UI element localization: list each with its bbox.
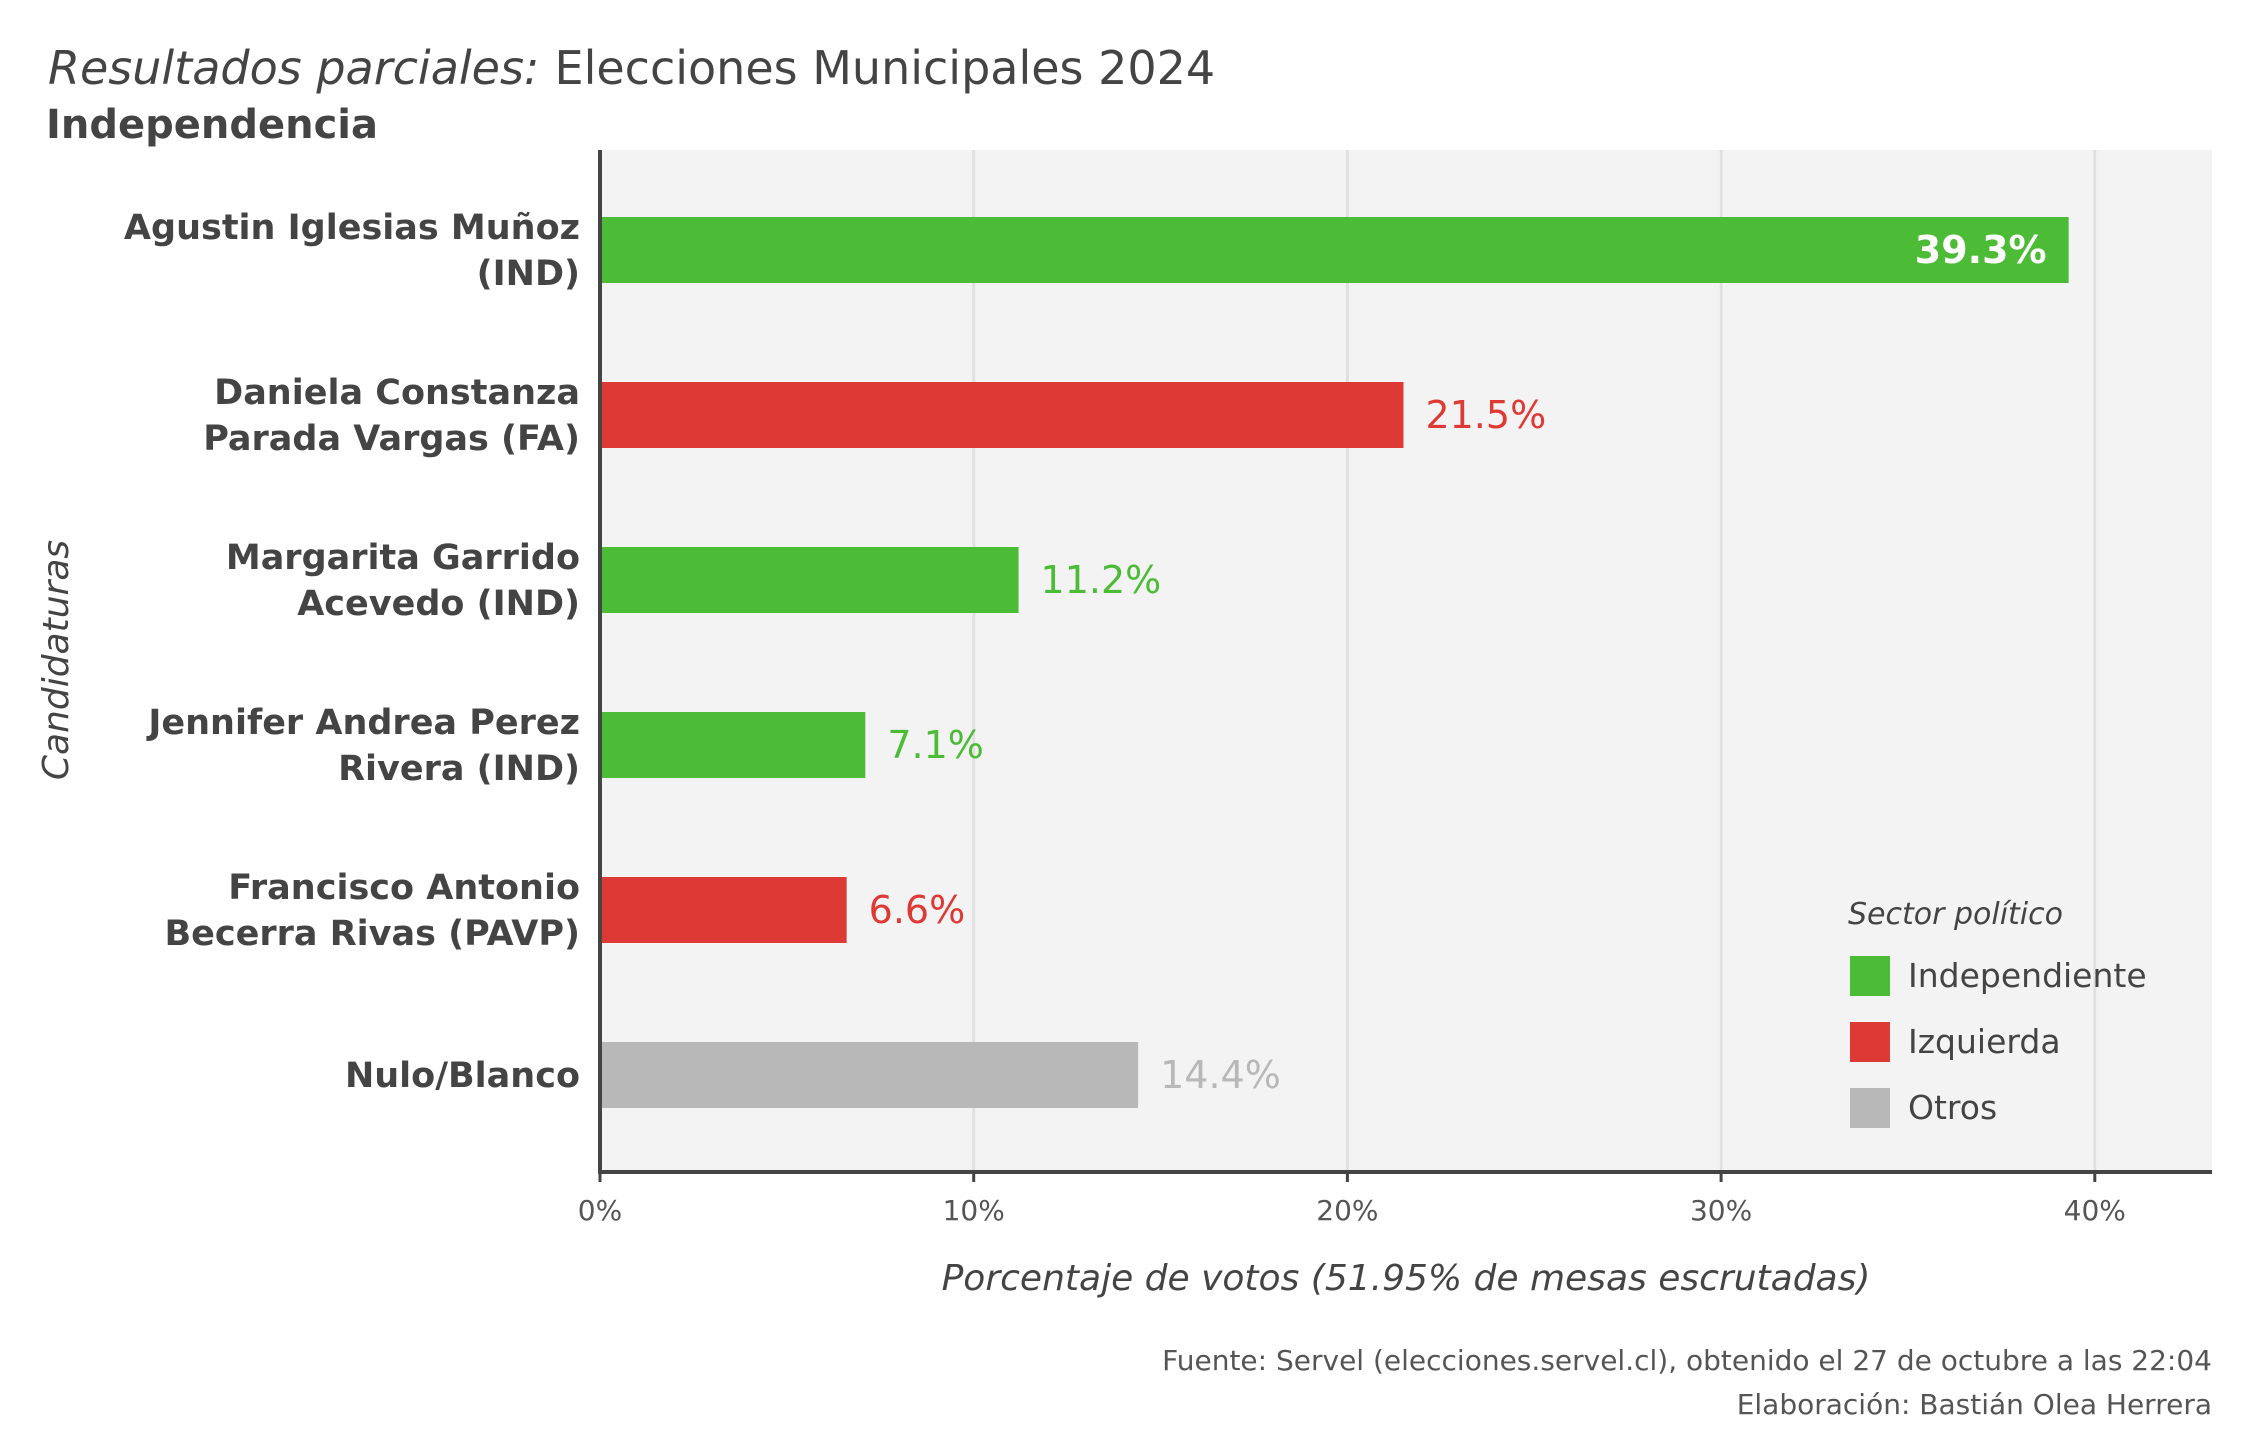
chart-title: Resultados parciales: Elecciones Municip… (48, 41, 1215, 95)
category-label: Jennifer Andrea Perez (146, 703, 580, 743)
bar (600, 712, 866, 778)
category-label: Parada Vargas (FA) (203, 419, 580, 459)
gridlines (972, 150, 2097, 1172)
category-label: Nulo/Blanco (345, 1056, 580, 1096)
caption-source: Fuente: Servel (elecciones.servel.cl), o… (1162, 1344, 2212, 1377)
chart-subtitle: Independencia (46, 102, 378, 148)
title-main: Elecciones Municipales 2024 (555, 41, 1216, 95)
category-label: Daniela Constanza (214, 373, 580, 413)
category-label: (IND) (477, 254, 580, 294)
caption-author: Elaboración: Bastián Olea Herrera (1737, 1388, 2212, 1421)
y-axis-title: Candidaturas (36, 540, 77, 780)
legend-entry: Independiente (1908, 956, 2147, 995)
bar-value-label: 11.2% (1041, 558, 1162, 602)
category-label: Acevedo (IND) (297, 584, 580, 624)
title-prefix: Resultados parciales: (48, 41, 539, 95)
legend-title: Sector político (1848, 897, 2063, 932)
legend-swatch (1850, 956, 1890, 996)
value-labels: 39.3% 21.5% 11.2% 7.1% 6.6% 14.4% (869, 228, 2047, 1097)
bar-value-label: 6.6% (869, 888, 966, 932)
bar-value-label: 14.4% (1160, 1053, 1281, 1097)
x-tick-label: 0% (578, 1194, 622, 1227)
bar (600, 877, 847, 943)
category-label: Rivera (IND) (338, 749, 580, 789)
legend-entry: Otros (1908, 1088, 1997, 1127)
x-ticks: 0% 10% 20% 30% 40% (578, 1172, 2126, 1227)
legend-swatch (1850, 1022, 1890, 1062)
legend-entry: Izquierda (1908, 1022, 2061, 1061)
legend: Sector político Independiente Izquierda Ot… (1848, 897, 2147, 1128)
bar (600, 217, 2069, 283)
bar-value-label: 21.5% (1425, 393, 1546, 437)
category-label: Francisco Antonio (228, 868, 580, 908)
x-tick-label: 20% (1316, 1194, 1378, 1227)
bars (600, 217, 2069, 1108)
axes (598, 150, 2212, 1174)
bar (600, 382, 1404, 448)
x-tick-label: 40% (2064, 1194, 2126, 1227)
legend-swatch (1850, 1088, 1890, 1128)
category-labels: Agustin Iglesias Muñoz (IND) Daniela Const… (124, 208, 580, 1096)
bar (600, 547, 1019, 613)
bar-value-label: 7.1% (887, 723, 984, 767)
category-label: Margarita Garrido (226, 538, 580, 578)
category-label: Becerra Rivas (PAVP) (164, 914, 580, 954)
category-label: Agustin Iglesias Muñoz (124, 208, 580, 248)
bar-value-label: 39.3% (1915, 228, 2047, 272)
x-axis-title: Porcentaje de votos (51.95% de mesas esc… (942, 1258, 1871, 1299)
plot-panel (600, 150, 2212, 1172)
x-tick-label: 30% (1690, 1194, 1752, 1227)
bar (600, 1042, 1139, 1108)
x-tick-label: 10% (943, 1194, 1005, 1227)
